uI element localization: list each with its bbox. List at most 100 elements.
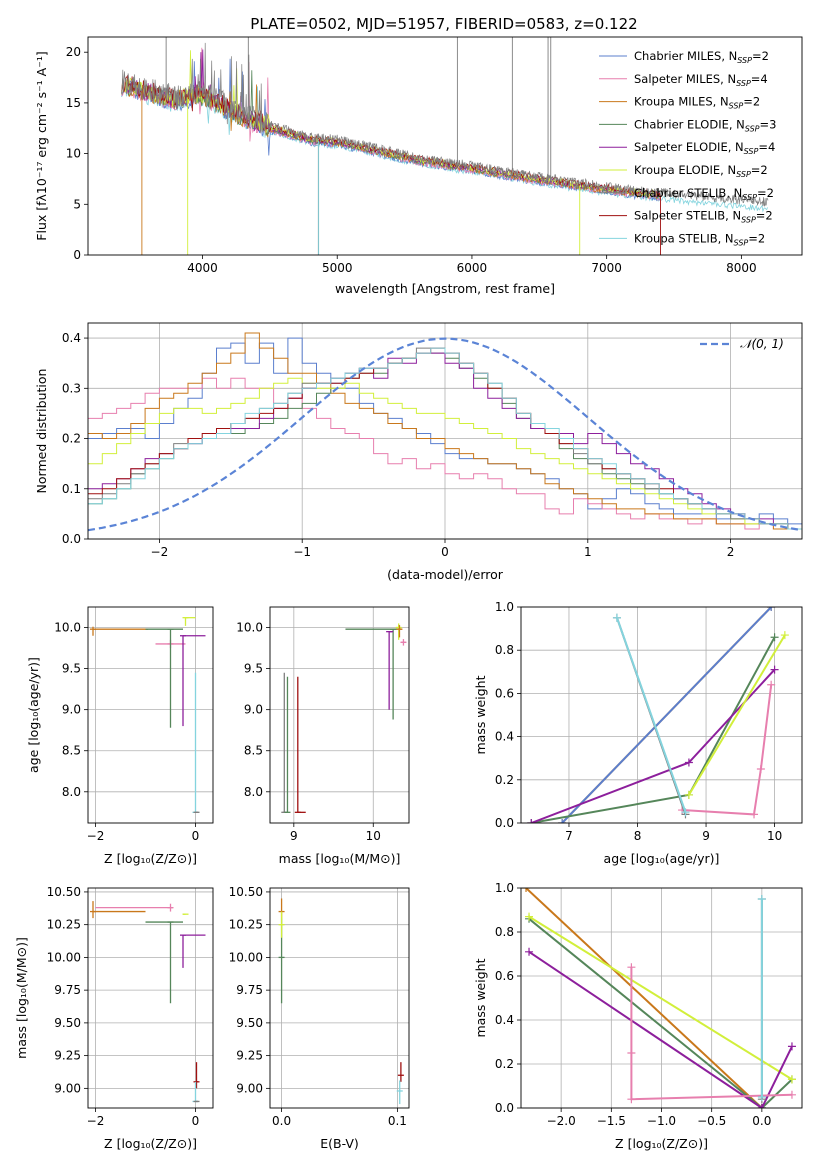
x-tick-label: −2 — [87, 1114, 105, 1128]
weight-line-salpeter_elodie — [530, 668, 776, 823]
spectrum-line-salpeter_elodie — [121, 49, 661, 198]
figure-title: PLATE=0502, MJD=51957, FIBERID=0583, z=0… — [250, 15, 637, 33]
weight-marker — [770, 665, 779, 674]
y-tick-label: 0.4 — [495, 1013, 514, 1027]
weight-marker — [612, 613, 621, 622]
mass_weight_vs_Z-xlabel: Z [log₁₀(Z/Z⊙)] — [615, 1136, 708, 1151]
y-tick-label: 9.50 — [236, 1016, 263, 1030]
y-tick-label: 0.1 — [62, 482, 81, 496]
age_vs_Z-axes: −2 0 8.0 8.5 9.0 9.5 10.0 — [54, 607, 213, 843]
age_vs_Z-frame — [87, 606, 214, 824]
x-tick-label: 10 — [366, 829, 381, 843]
y-tick-label: 0.4 — [495, 730, 514, 744]
mass_weight_vs_Z-ylabel: mass weight — [473, 958, 488, 1037]
spectrum-xlabel: wavelength [Angstrom, rest frame] — [335, 281, 555, 296]
y-tick-label: 8.5 — [62, 744, 81, 758]
weight-marker — [684, 790, 693, 799]
x-tick-label: 9 — [702, 829, 710, 843]
x-tick-label: 0.0 — [272, 1114, 291, 1128]
x-tick-label: 10 — [767, 829, 782, 843]
mass_vs_Z-frame — [87, 887, 214, 1109]
x-tick-label: 1 — [584, 545, 592, 559]
age_vs_mass-marks — [281, 623, 407, 813]
weight-marker — [627, 1095, 636, 1104]
weight-marker — [522, 888, 531, 892]
spectrum-legend: Chabrier MILES, NSSP=2 Salpeter MILES, NS… — [599, 49, 776, 247]
weight-line-kroupa_stelib — [616, 617, 687, 813]
y-tick-label: 0.0 — [495, 816, 514, 830]
y-tick-label: 0.3 — [62, 381, 81, 395]
y-tick-label: 20 — [66, 45, 81, 59]
x-tick-label: −0.5 — [697, 1114, 726, 1128]
spectrum-line-kroupa_elodie — [121, 50, 661, 198]
residuals-ylabel: Normed distribution — [34, 369, 49, 494]
y-tick-label: 9.75 — [236, 983, 263, 997]
y-tick-label: 10.00 — [229, 950, 263, 964]
normal-curve — [88, 337, 802, 532]
y-tick-label: 9.0 — [62, 703, 81, 717]
spectrum-axes: 4000 5000 6000 7000 8000 0 5 10 15 20 — [66, 45, 757, 275]
histogram-salpeter_miles — [88, 377, 802, 530]
y-tick-label: 5 — [73, 197, 81, 211]
weight-line-kroupa_elodie — [528, 915, 793, 1081]
histogram-kroupa_miles — [88, 332, 802, 530]
legend-label: Kroupa STELIB, NSSP=2 — [634, 231, 765, 247]
x-tick-label: 7 — [565, 829, 573, 843]
x-tick-label: −2 — [151, 545, 169, 559]
weight-marker — [757, 1093, 766, 1101]
y-tick-label: 0 — [73, 248, 81, 262]
legend-label: Kroupa MILES, NSSP=2 — [634, 95, 760, 111]
legend-label: Salpeter MILES, NSSP=4 — [634, 72, 768, 88]
mass_weight_vs_Z-axes: −2.0 −1.5 −1.0 −0.5 0.0 0.0 0.2 0.4 0.6 0.8 1.0 — [495, 881, 802, 1128]
legend-label: Chabrier MILES, NSSP=2 — [634, 49, 769, 65]
weight-marker — [527, 819, 536, 823]
y-tick-label: 9.50 — [54, 1016, 81, 1030]
weight-marker — [627, 963, 636, 972]
y-tick-label: 0.6 — [495, 969, 514, 983]
x-tick-label: 9 — [290, 829, 298, 843]
weight-marker — [767, 680, 776, 689]
residuals-xlabel: (data-model)/error — [387, 567, 504, 582]
y-tick-label: 10.50 — [47, 885, 81, 899]
y-tick-label: 8.0 — [244, 785, 263, 799]
y-tick-label: 9.5 — [244, 662, 263, 676]
y-tick-label: 9.25 — [54, 1049, 81, 1063]
mass_vs_Z-marks — [90, 901, 206, 1103]
y-tick-label: 0.4 — [62, 331, 81, 345]
legend-label: Salpeter ELODIE, NSSP=4 — [634, 140, 775, 156]
weight-marker — [525, 947, 534, 956]
age_vs_mass-xlabel: mass [log₁₀(M/M⊙)] — [279, 851, 401, 866]
y-tick-label: 10.0 — [236, 621, 263, 635]
weight-marker — [767, 607, 776, 611]
y-tick-label: 10.00 — [47, 950, 81, 964]
weight-marker — [756, 765, 765, 773]
y-tick-label: 8.5 — [244, 744, 263, 758]
weight-marker — [750, 810, 759, 819]
x-tick-label: −2 — [87, 829, 105, 843]
y-tick-label: 0.2 — [495, 773, 514, 787]
mass_vs_Z-axes: −2 0 9.00 9.25 9.50 9.75 10.00 10.25 10.50 — [47, 885, 213, 1128]
weight-marker — [558, 819, 567, 823]
x-tick-label: 0 — [192, 1114, 200, 1128]
y-tick-label: 9.00 — [54, 1081, 81, 1095]
spectrum-marks — [121, 37, 769, 255]
weight-marker — [787, 1042, 796, 1051]
x-tick-label: 8000 — [726, 261, 757, 275]
mass_vs_EBV-xlabel: E(B-V) — [320, 1136, 359, 1151]
weight-marker — [770, 633, 779, 642]
histogram-kroupa_elodie — [88, 377, 802, 530]
y-tick-label: 10.25 — [229, 918, 263, 932]
x-tick-label: 5000 — [322, 261, 353, 275]
y-tick-label: 9.25 — [236, 1049, 263, 1063]
y-tick-label: 0.0 — [62, 532, 81, 546]
legend-label: Chabrier ELODIE, NSSP=3 — [634, 117, 776, 133]
y-tick-label: 0.8 — [495, 925, 514, 939]
y-tick-label: 1.0 — [495, 600, 514, 614]
x-tick-label: −1 — [293, 545, 311, 559]
weight-line-chabrier_elodie — [528, 918, 793, 1108]
y-tick-label: 0.2 — [62, 432, 81, 446]
mass_weight_vs_age-frame — [520, 606, 803, 824]
legend-label: Kroupa ELODIE, NSSP=2 — [634, 163, 768, 179]
y-tick-label: 0.8 — [495, 643, 514, 657]
